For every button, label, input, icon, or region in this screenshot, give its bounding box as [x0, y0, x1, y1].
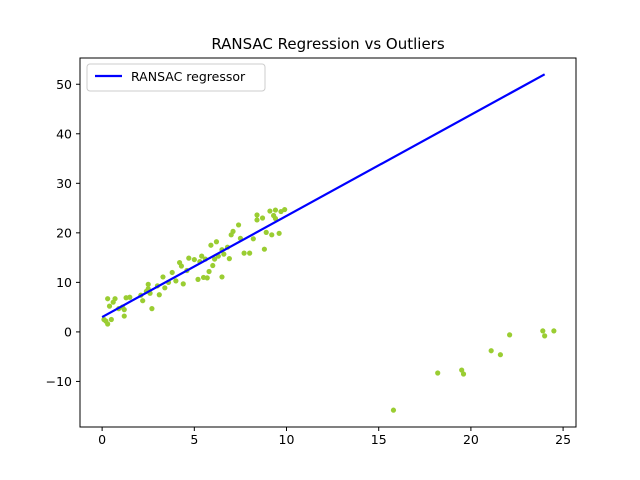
data-point — [221, 251, 227, 257]
data-point — [269, 232, 275, 238]
data-point — [542, 333, 548, 339]
data-point — [212, 256, 218, 262]
y-tick-label: −10 — [46, 374, 72, 389]
data-point — [160, 274, 166, 280]
data-point — [435, 370, 441, 376]
chart-title: RANSAC Regression vs Outliers — [211, 35, 445, 53]
plot-area — [101, 73, 557, 413]
y-tick-label: 20 — [56, 225, 72, 240]
data-point — [140, 298, 146, 304]
legend-label: RANSAC regressor — [131, 69, 246, 84]
data-point — [105, 321, 111, 327]
data-point — [149, 306, 155, 312]
data-point — [169, 269, 175, 276]
data-point — [195, 276, 201, 282]
data-point — [178, 263, 185, 269]
data-point — [186, 255, 192, 261]
legend: RANSAC regressor — [86, 63, 266, 92]
x-tick-label: 5 — [190, 432, 198, 447]
data-point — [390, 407, 397, 413]
data-point — [488, 348, 494, 354]
data-point — [162, 285, 168, 291]
data-point — [276, 230, 282, 236]
data-point — [507, 332, 513, 338]
x-tick-label: 25 — [555, 432, 571, 447]
data-point — [460, 371, 467, 377]
y-tick-label: 30 — [56, 176, 72, 191]
x-tick-label: 15 — [371, 432, 387, 447]
data-point — [106, 303, 113, 309]
data-point — [459, 367, 465, 373]
data-point — [551, 328, 557, 334]
y-tick-label: 10 — [56, 275, 72, 290]
data-point — [213, 239, 220, 245]
data-point — [121, 313, 127, 319]
x-tick-label: 20 — [463, 432, 479, 447]
data-point — [173, 278, 179, 284]
data-point — [199, 253, 205, 259]
data-point — [230, 228, 236, 234]
y-tick-label: 0 — [64, 324, 72, 339]
data-point — [241, 250, 247, 256]
data-point — [540, 328, 546, 334]
data-point — [206, 268, 212, 275]
data-point — [282, 206, 288, 213]
data-point — [219, 274, 225, 280]
data-point — [145, 281, 151, 287]
data-point — [261, 246, 267, 252]
y-tick-label: 50 — [56, 77, 72, 92]
data-point — [272, 207, 279, 213]
data-point — [127, 294, 133, 300]
data-point — [267, 208, 273, 214]
data-point — [247, 250, 253, 256]
data-point — [156, 292, 162, 298]
y-tick-label: 40 — [56, 126, 72, 141]
data-point — [105, 296, 111, 302]
data-point — [272, 215, 279, 222]
data-point — [108, 316, 114, 323]
data-point — [497, 352, 503, 358]
data-point — [259, 215, 266, 221]
axes-frame — [79, 57, 577, 428]
data-point — [121, 307, 127, 313]
data-point — [180, 281, 186, 287]
axis-ticks: 0 5 10 15 20 25 −10 0 10 20 30 40 50 — [46, 77, 571, 447]
legend-box — [86, 63, 266, 92]
data-point — [254, 212, 260, 218]
data-point — [226, 256, 232, 262]
data-point — [208, 242, 214, 248]
data-point — [204, 275, 210, 281]
x-tick-label: 0 — [98, 432, 106, 447]
data-point — [250, 236, 256, 242]
data-point — [191, 256, 197, 263]
data-point — [210, 262, 216, 269]
x-tick-label: 10 — [279, 432, 295, 447]
data-point — [254, 217, 260, 223]
data-point — [112, 296, 118, 302]
data-point — [235, 222, 242, 228]
data-point — [263, 229, 269, 235]
ransac-regression-line — [101, 73, 546, 319]
